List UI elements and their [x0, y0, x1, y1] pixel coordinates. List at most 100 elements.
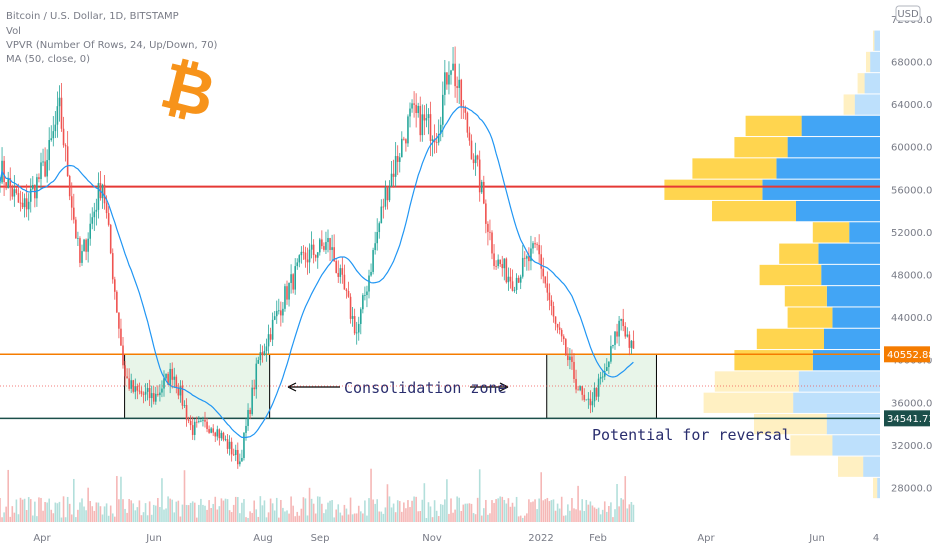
candle-body [612, 344, 614, 347]
volume-bar [323, 513, 325, 522]
volume-bar [321, 503, 323, 522]
volume-bar [124, 508, 126, 522]
vpvr-up-bar [832, 435, 880, 456]
candle-body [122, 345, 124, 366]
candle-body [5, 182, 7, 189]
volume-bar [284, 511, 286, 522]
vpvr-down-bar [734, 137, 788, 158]
time-axis[interactable]: Apr Jun Aug Sep Nov 2022 Feb Apr Jun 4 [33, 533, 879, 544]
candle-body [339, 268, 342, 277]
candle-body [202, 419, 204, 421]
candle-body [544, 276, 547, 284]
volume-bar [519, 515, 522, 522]
volume-bar [62, 496, 65, 522]
candle-body [620, 319, 622, 321]
volume-bar [435, 510, 438, 522]
volume-bar [491, 500, 493, 522]
candle-body [15, 189, 18, 194]
volume-bar [148, 501, 151, 522]
candle-body [478, 159, 481, 193]
vpvr-down-bar [779, 243, 819, 264]
vpvr-up-bar [796, 200, 880, 222]
consolidation-zones[interactable] [124, 353, 657, 419]
candle-body [429, 114, 432, 141]
volume-bar [60, 517, 63, 522]
vpvr-down-bar [745, 115, 802, 137]
candle-body [175, 376, 178, 388]
volume-bar [409, 507, 411, 522]
volume-bar [83, 506, 85, 522]
volume-bar [228, 510, 231, 522]
candle-body [583, 394, 586, 400]
volume-bar [628, 504, 631, 522]
volume-bar [302, 497, 305, 522]
volume-bar [595, 508, 598, 522]
candle-body [618, 320, 620, 337]
candle-body [257, 359, 260, 364]
volume-bar [380, 511, 383, 522]
vpvr-down-bar [759, 264, 822, 286]
candle-body [497, 259, 499, 267]
volume-bar [200, 498, 202, 522]
candle-body [472, 159, 475, 164]
candle-body [228, 441, 231, 449]
candle-body [19, 202, 22, 204]
volume-bar [452, 512, 454, 522]
volume-bar [25, 510, 28, 522]
support-upper-price-label: 40552.88 [887, 350, 932, 361]
candle-body [278, 310, 280, 312]
candle-body [591, 401, 594, 406]
volume-bar [480, 515, 483, 522]
candle-body [456, 86, 458, 88]
volume-bar [128, 498, 130, 522]
legend-symbol: Bitcoin / U.S. Dollar, 1D, BITSTAMP [6, 11, 179, 22]
vpvr-down-bar [838, 456, 864, 477]
volume-bar [278, 517, 280, 522]
vpvr-up-bar [824, 328, 880, 350]
volume-bar [52, 513, 55, 522]
volume-bar [263, 500, 266, 522]
candle-body [470, 140, 473, 160]
currency-button[interactable]: USD [895, 5, 921, 22]
volume-bar [171, 499, 173, 522]
price-axis[interactable]: 28000.0032000.0036000.0040000.0044000.00… [884, 15, 932, 495]
candle-body [116, 291, 118, 313]
volume-bar [290, 496, 292, 522]
candle-body [9, 177, 12, 188]
volume-bar [15, 499, 18, 522]
volume-bar [603, 501, 606, 522]
volume-bar [558, 508, 561, 522]
volume-bar [378, 511, 381, 522]
volume-bar [241, 502, 243, 522]
volume-bar [370, 468, 372, 522]
candle-body [437, 134, 440, 143]
price-levels[interactable] [0, 185, 880, 420]
vpvr-down-bar [692, 158, 777, 179]
candle-body [390, 173, 393, 187]
volume-bar [593, 507, 596, 522]
candle-body [210, 428, 212, 433]
support-lower-price-tag [884, 410, 930, 427]
volume-bar [73, 478, 75, 522]
candle-body [11, 187, 14, 197]
volume-bar [398, 501, 401, 522]
volume-bar [64, 517, 67, 522]
candle-body [444, 72, 446, 95]
volume-bar [554, 510, 557, 522]
candle-body [569, 356, 571, 361]
candle-body [132, 380, 135, 392]
candle-body [319, 239, 321, 253]
candle-body [380, 206, 383, 224]
volume-bar [294, 516, 296, 522]
candle-body [476, 155, 479, 160]
candle-body [368, 275, 370, 292]
candle-body [136, 386, 139, 391]
volume-bar [286, 510, 288, 522]
vpvr-up-bar [821, 264, 880, 286]
volume-bar [505, 503, 508, 522]
volume-bar [150, 514, 153, 522]
volume-bar [34, 501, 36, 522]
candle-body [485, 203, 487, 224]
candle-body [306, 259, 309, 263]
